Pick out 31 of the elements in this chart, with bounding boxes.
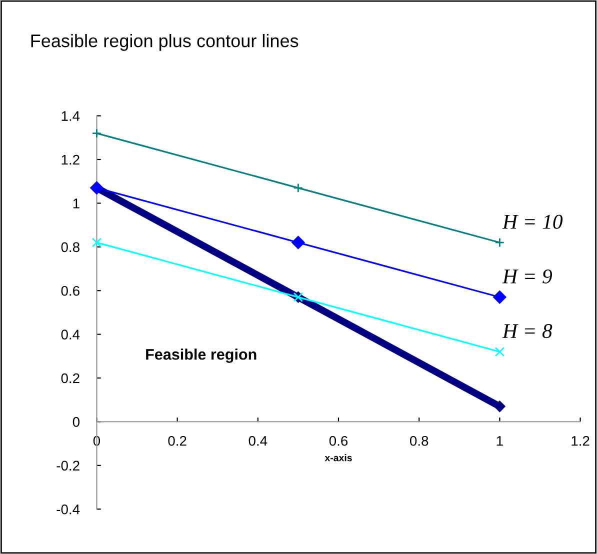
point [494, 238, 505, 248]
y-tick-label: 1 [73, 198, 80, 208]
x-tick-label: 1 [496, 436, 503, 446]
y-tick-label: 0.4 [61, 330, 80, 340]
x-tick-label: 0.2 [168, 436, 186, 446]
y-tick-label: 0 [72, 417, 80, 427]
x-tick-label: 0 [93, 436, 100, 446]
series-label: H = 8 [502, 324, 552, 338]
x-tick-label: 0.6 [329, 436, 348, 446]
point [292, 236, 305, 250]
point [293, 183, 304, 193]
point [92, 238, 102, 248]
y-tick-label: 1.2 [62, 154, 80, 165]
y-tick-label: -0.2 [56, 460, 80, 471]
series-label: H = 9 [502, 269, 552, 284]
annotation: Feasible region [146, 348, 256, 363]
point [92, 128, 102, 138]
y-tick-label: -0.4 [56, 504, 80, 514]
y-tick-label: 0.2 [61, 373, 80, 384]
x-tick-label: 1.2 [572, 436, 590, 446]
y-tick-label: 0.6 [61, 286, 80, 296]
x-axis-title: x-axis [324, 454, 352, 462]
y-tick-label: 1.4 [62, 111, 80, 121]
point [494, 346, 505, 357]
x-tick-label: 0.4 [248, 436, 268, 446]
x-tick-label: 0.8 [410, 436, 428, 446]
point [493, 290, 506, 304]
y-tick-label: 0.8 [61, 242, 80, 252]
series-label: H = 10 [502, 214, 563, 229]
point [494, 400, 506, 412]
chart-title: Feasible region plus contour lines [31, 34, 298, 51]
